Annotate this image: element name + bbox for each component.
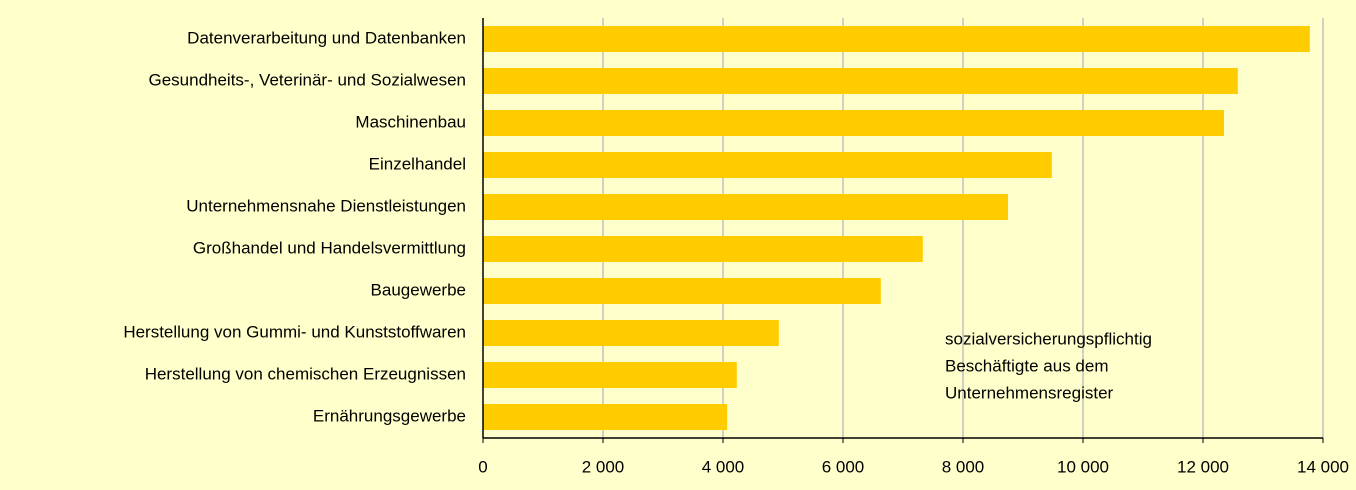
x-tick-label: 2 000 [582, 457, 625, 476]
x-tick-label: 10 000 [1057, 457, 1109, 476]
bar [483, 278, 881, 304]
x-tick-label: 0 [478, 457, 487, 476]
bar [483, 152, 1052, 178]
y-tick-label: Gesundheits-, Veterinär- und Sozialwesen [148, 70, 466, 89]
y-tick-label: Einzelhandel [369, 154, 466, 173]
y-tick-label: Herstellung von Gummi- und Kunststoffwar… [123, 322, 466, 341]
x-tick-label: 8 000 [942, 457, 985, 476]
y-tick-label: Großhandel und Handelsvermittlung [193, 238, 466, 257]
y-tick-label: Baugewerbe [371, 280, 466, 299]
bar [483, 110, 1224, 136]
bar [483, 26, 1310, 52]
annotation: Beschäftigte aus dem [945, 356, 1108, 375]
bar [483, 362, 737, 388]
y-tick-label: Ernährungsgewerbe [313, 406, 466, 425]
y-tick-label: Maschinenbau [355, 112, 466, 131]
bar [483, 194, 1008, 220]
x-tick-label: 6 000 [822, 457, 865, 476]
bar [483, 236, 923, 262]
x-tick-label: 4 000 [702, 457, 745, 476]
bar [483, 404, 728, 430]
x-tick-label: 12 000 [1177, 457, 1229, 476]
annotation: Unternehmensregister [945, 383, 1114, 402]
bar [483, 68, 1238, 94]
y-tick-label: Datenverarbeitung und Datenbanken [187, 28, 466, 47]
x-tick-label: 14 000 [1297, 457, 1349, 476]
y-tick-label: Herstellung von chemischen Erzeugnissen [145, 364, 466, 383]
bar [483, 320, 779, 346]
y-tick-label: Unternehmensnahe Dienstleistungen [186, 196, 466, 215]
annotation: sozialversicherungspflichtig [945, 329, 1152, 348]
